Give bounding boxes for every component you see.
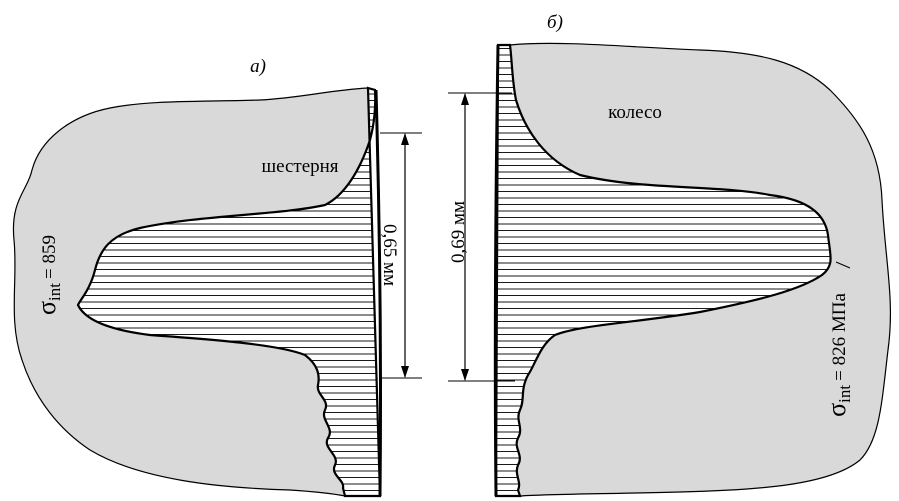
dimension-label: 0,69 мм	[448, 201, 469, 263]
stress-symbol: σ	[822, 403, 851, 417]
stress-value: = 826 МПа	[829, 293, 850, 381]
stress-symbol: σ	[32, 301, 61, 315]
panel-label: а)	[250, 56, 266, 77]
part-label: шестерня	[261, 156, 338, 177]
stress-subscript: int	[835, 385, 854, 403]
panel-label: б)	[547, 12, 563, 33]
stress-subscript: int	[45, 283, 64, 301]
stress-value: = 859	[39, 235, 60, 279]
dimension-label: 0,65 мм	[379, 224, 400, 286]
part-label: колесо	[608, 102, 662, 123]
diagram: 0,65 мм а) шестерня σint= 859 0,69 мм б)…	[0, 0, 899, 501]
